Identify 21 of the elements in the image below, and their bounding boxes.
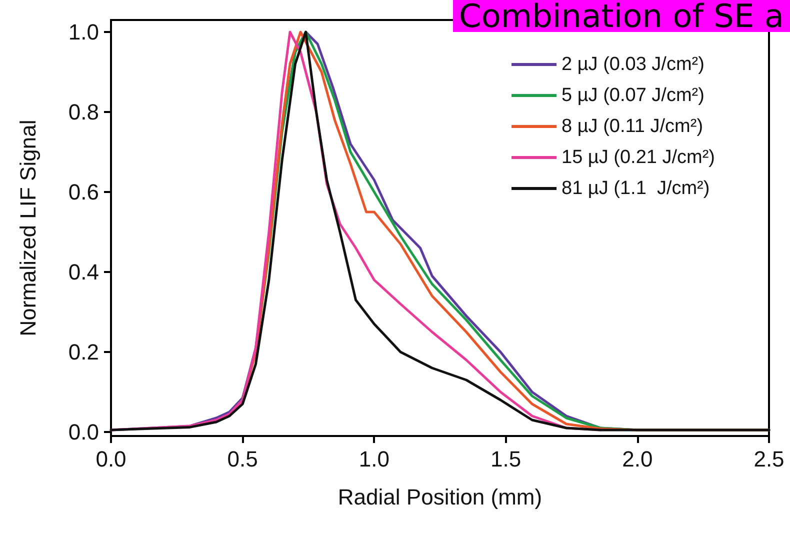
y-tick-label: 0.2	[68, 340, 99, 364]
legend-label: 5 µJ (0.07 J/cm²)	[562, 85, 704, 106]
x-tick-label: 2.5	[754, 446, 784, 472]
y-tick-label: 0.8	[68, 100, 99, 124]
x-tick-label: 1.0	[358, 446, 390, 472]
x-tick-label: 1.5	[490, 446, 522, 472]
legend-label: 81 µJ (1.1 J/cm²)	[562, 178, 710, 199]
y-tick-label: 1.0	[68, 20, 99, 44]
legend-label: 15 µJ (0.21 J/cm²)	[562, 147, 715, 168]
legend-label: 2 µJ (0.03 J/cm²)	[562, 54, 704, 75]
annotation: Combination of SE a	[459, 0, 784, 35]
legend-label: 8 µJ (0.11 J/cm²)	[562, 116, 704, 137]
y-tick-label: 0.4	[68, 260, 99, 284]
y-tick-label: 0.0	[68, 420, 99, 444]
y-tick-label: 0.6	[68, 180, 99, 204]
x-axis-title: Radial Position (mm)	[338, 484, 542, 510]
x-tick-label: 2.0	[622, 446, 653, 472]
x-tick-label: 0.5	[227, 446, 258, 472]
y-axis-title: Normalized LIF Signal	[16, 120, 40, 336]
x-tick-label: 0.0	[96, 446, 126, 472]
line-series	[110, 30, 770, 432]
